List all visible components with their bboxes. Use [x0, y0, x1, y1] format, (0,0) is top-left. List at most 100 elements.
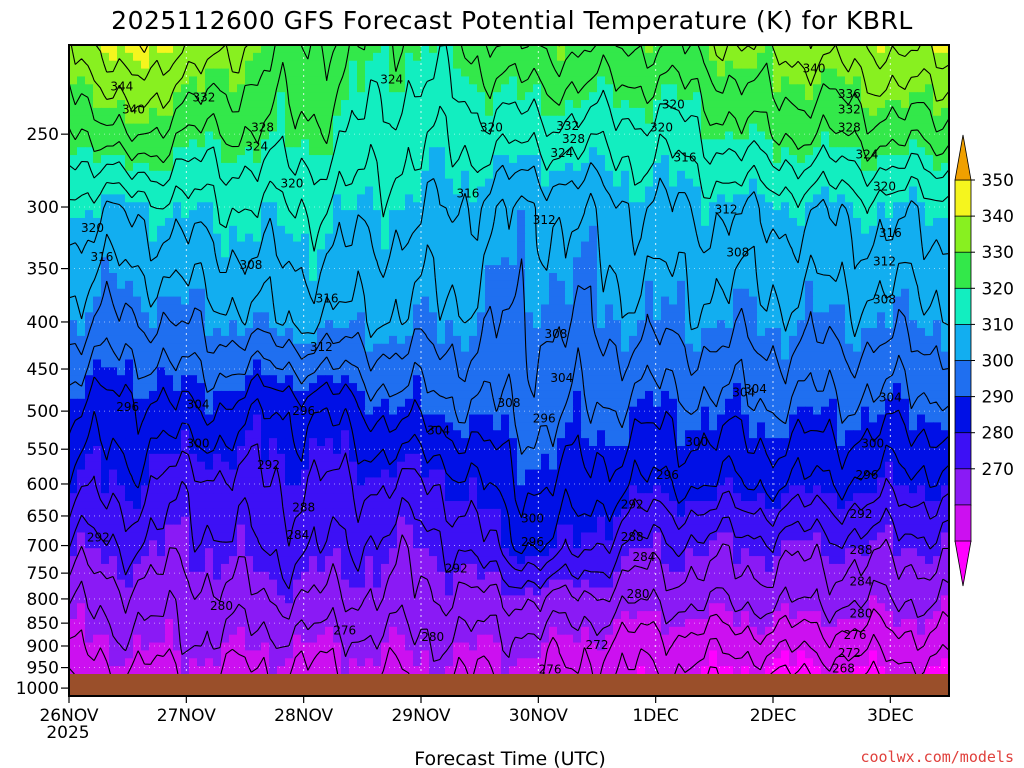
field-cell: [709, 375, 718, 384]
field-cell: [837, 107, 846, 117]
field-cell: [661, 288, 670, 298]
field-cell: [749, 367, 758, 376]
field-cell: [733, 375, 742, 384]
field-cell: [413, 115, 422, 125]
field-cell: [845, 76, 854, 85]
field-cell: [125, 233, 134, 243]
field-cell: [173, 170, 182, 180]
field-cell: [285, 147, 294, 156]
field-cell: [309, 210, 318, 219]
field-cell: [93, 202, 102, 211]
field-cell: [733, 233, 742, 243]
field-cell: [413, 383, 422, 392]
field-cell: [661, 241, 670, 251]
field-cell: [845, 162, 854, 172]
field-cell: [221, 162, 230, 172]
field-cell: [341, 68, 350, 78]
field-cell: [237, 273, 246, 282]
field-cell: [453, 390, 462, 400]
field-cell: [773, 328, 782, 337]
field-cell: [261, 343, 270, 353]
field-cell: [909, 52, 918, 62]
field-cell: [93, 84, 102, 93]
field-cell: [765, 52, 774, 62]
field-cell: [485, 280, 494, 290]
field-cell: [157, 398, 166, 408]
field-cell: [165, 343, 174, 353]
field-cell: [317, 280, 326, 290]
field-cell: [701, 257, 710, 266]
field-cell: [77, 131, 86, 140]
field-cell: [173, 45, 182, 54]
field-cell: [229, 351, 238, 361]
field-cell: [517, 383, 526, 392]
field-cell: [821, 383, 830, 392]
field-cell: [389, 328, 398, 337]
field-cell: [837, 178, 846, 188]
field-cell: [141, 296, 150, 306]
field-cell: [725, 273, 734, 282]
field-cell: [413, 335, 422, 345]
field-cell: [813, 178, 822, 188]
field-cell: [813, 359, 822, 368]
field-cell: [493, 52, 502, 62]
field-cell: [357, 139, 366, 148]
field-cell: [933, 304, 942, 313]
field-cell: [533, 68, 542, 78]
field-cell: [829, 390, 838, 400]
field-cell: [669, 296, 678, 306]
field-cell: [453, 383, 462, 392]
field-cell: [637, 147, 646, 156]
field-cell: [781, 68, 790, 78]
field-cell: [797, 186, 806, 195]
field-cell: [253, 249, 262, 258]
field-cell: [845, 60, 854, 70]
field-cell: [653, 367, 662, 376]
field-cell: [661, 178, 670, 188]
field-cell: [117, 92, 126, 101]
field-cell: [381, 328, 390, 337]
field-cell: [653, 273, 662, 282]
field-cell: [245, 351, 254, 361]
field-cell: [629, 162, 638, 172]
field-cell: [773, 202, 782, 211]
field-cell: [701, 84, 710, 93]
field-cell: [557, 343, 566, 353]
field-cell: [293, 280, 302, 290]
field-cell: [749, 288, 758, 298]
field-cell: [413, 320, 422, 329]
field-cell: [797, 45, 806, 54]
field-cell: [765, 241, 774, 251]
field-cell: [349, 52, 358, 62]
field-cell: [69, 186, 78, 195]
field-cell: [621, 202, 630, 211]
field-cell: [637, 217, 646, 227]
field-cell: [797, 280, 806, 290]
field-cell: [461, 107, 470, 117]
field-cell: [437, 210, 446, 219]
field-cell: [309, 45, 318, 54]
field-cell: [237, 170, 246, 180]
field-cell: [653, 296, 662, 306]
field-cell: [421, 178, 430, 188]
field-cell: [301, 312, 310, 321]
field-cell: [549, 288, 558, 298]
field-cell: [269, 45, 278, 54]
field-cell: [869, 100, 878, 109]
field-cell: [701, 390, 710, 400]
field-cell: [341, 60, 350, 70]
field-cell: [845, 335, 854, 345]
field-cell: [669, 233, 678, 243]
field-cell: [141, 359, 150, 368]
field-cell: [661, 52, 670, 62]
field-cell: [733, 45, 742, 54]
field-cell: [445, 359, 454, 368]
field-cell: [141, 76, 150, 85]
field-cell: [821, 100, 830, 109]
field-cell: [125, 257, 134, 266]
field-cell: [821, 312, 830, 321]
field-cell: [813, 202, 822, 211]
field-cell: [533, 194, 542, 203]
field-cell: [573, 139, 582, 148]
field-cell: [109, 202, 118, 211]
